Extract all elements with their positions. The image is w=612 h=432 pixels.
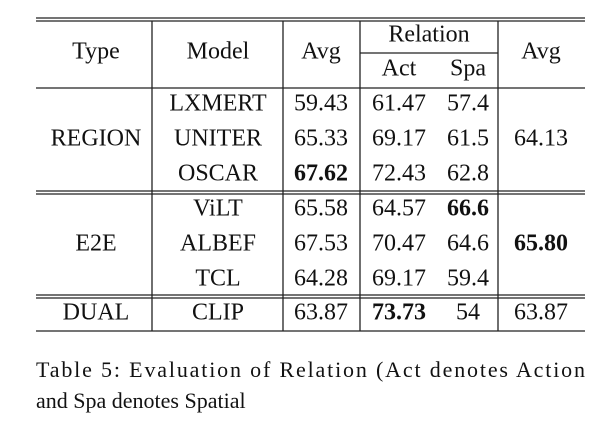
value-cell: 65.33 (294, 126, 348, 152)
value-cell: 69.17 (372, 266, 426, 292)
value-cell: 67.62 (294, 161, 348, 187)
model-cell: ViLT (193, 196, 243, 222)
rules (36, 17, 585, 332)
model-cell: LXMERT (169, 91, 267, 117)
value-cell: 64.57 (372, 196, 426, 222)
value-cell: 67.53 (294, 231, 348, 257)
value-cell: 62.8 (447, 161, 489, 187)
value-cell: 57.4 (447, 91, 489, 117)
caption: and Spa denotes Spatial (36, 388, 246, 413)
value-cell: 72.43 (372, 161, 426, 187)
value-cell: 65.58 (294, 196, 348, 222)
type-cell: E2E (75, 231, 116, 257)
value-cell: 63.87 (294, 300, 348, 326)
header-cell: Avg (301, 39, 341, 65)
value-cell: 54 (456, 300, 480, 326)
type-cell: REGION (51, 126, 142, 152)
value-cell: 59.4 (447, 266, 489, 292)
model-cell: TCL (195, 266, 240, 292)
value-cell: 59.43 (294, 91, 348, 117)
value-cell: 66.6 (447, 196, 489, 222)
model-cell: OSCAR (178, 161, 258, 187)
model-cell: CLIP (192, 300, 244, 326)
header-cell: Type (72, 39, 120, 65)
header-cell: Spa (450, 56, 486, 82)
header-cell: Relation (388, 22, 469, 48)
model-cell: UNITER (174, 126, 262, 152)
avg-cell: 64.13 (514, 126, 568, 152)
value-cell: 73.73 (372, 300, 426, 326)
caption: Table 5: Evaluation of Relation (Act den… (36, 357, 585, 382)
avg-cell: 63.87 (514, 300, 568, 326)
value-cell: 61.47 (372, 91, 426, 117)
value-cell: 70.47 (372, 231, 426, 257)
value-cell: 64.6 (447, 231, 489, 257)
value-cell: 69.17 (372, 126, 426, 152)
avg-cell: 65.80 (514, 231, 568, 257)
value-cell: 64.28 (294, 266, 348, 292)
model-cell: ALBEF (180, 231, 256, 257)
type-cell: DUAL (63, 300, 130, 326)
value-cell: 61.5 (447, 126, 489, 152)
header-cell: Model (187, 39, 250, 65)
header-cell: Act (382, 56, 417, 82)
header-cell: Avg (521, 39, 561, 65)
